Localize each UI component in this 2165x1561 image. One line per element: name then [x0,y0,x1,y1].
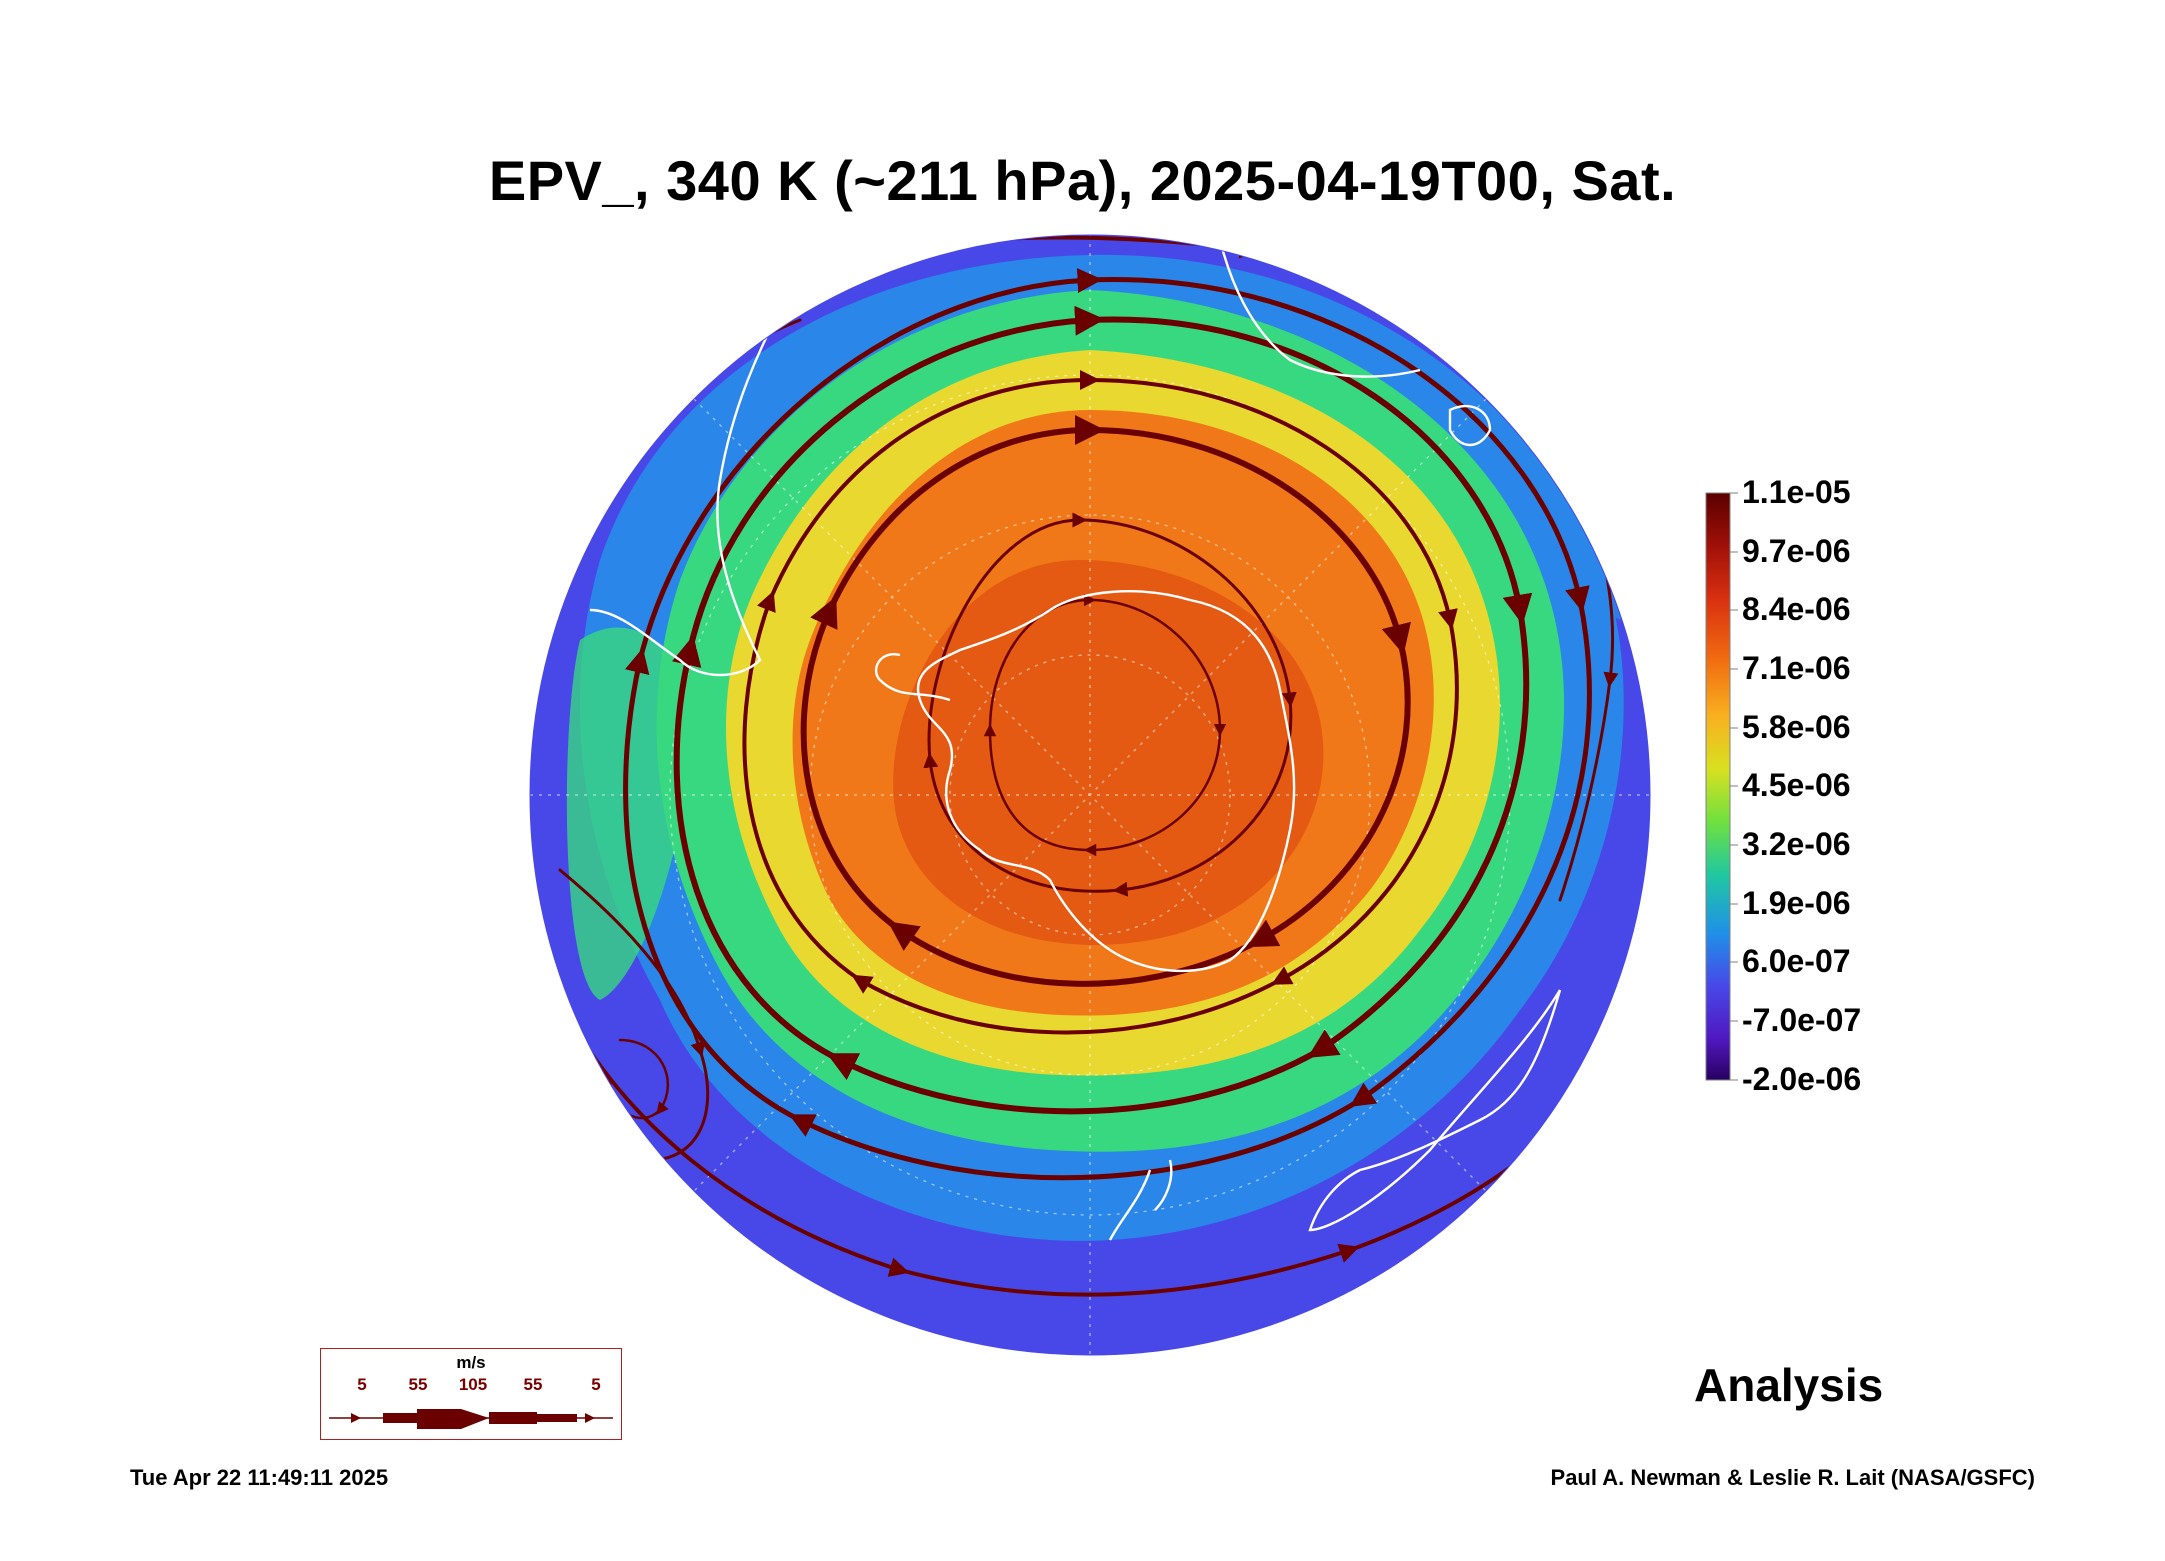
colorbar-label: -2.0e-06 [1742,1061,1862,1097]
legend-speed: 5 [357,1375,367,1394]
colorbar-label: 3.2e-06 [1742,826,1851,862]
streamline [626,277,1590,1181]
legend-speed: 105 [458,1375,488,1394]
colorbar-label: 6.0e-07 [1742,943,1851,979]
colorbar [1705,492,1731,1081]
colorbar-label: 4.5e-06 [1742,767,1851,803]
colorbar-label: 7.1e-06 [1742,650,1851,686]
wind-speed-legend: m/s 5 55 105 55 5 [320,1348,622,1440]
colorbar-ticks [1730,492,1738,1081]
analysis-label: Analysis [1694,1359,1884,1411]
australia-coast [1308,989,1562,1232]
field-blue-filament [1520,430,1626,620]
map-boundary [529,234,1651,1356]
colorbar-label: -7.0e-07 [1742,1002,1862,1038]
colorbar-label: 9.7e-06 [1742,533,1851,569]
plot-title: EPV_, 340 K (~211 hPa), 2025-04-19T00, S… [488,149,1677,212]
legend-streamline-widths [329,1409,613,1429]
legend-speed: 55 [523,1375,543,1394]
legend-speed: 55 [408,1375,428,1394]
antarctica-coast [916,590,1296,973]
footer-credit: Paul A. Newman & Leslie R. Lait (NASA/GS… [1550,1465,2035,1490]
south-america-coast [589,329,772,677]
new-zealand-coast [1108,1159,1173,1241]
colorbar-label: 5.8e-06 [1742,709,1851,745]
legend-speed: 5 [591,1375,601,1394]
madagascar-coast [1448,404,1492,447]
antarctic-peninsula-coast [874,653,951,702]
colorbar-label: 1.1e-05 [1742,474,1851,510]
africa-coast [1218,239,1421,378]
colorbar-label: 8.4e-06 [1742,591,1851,627]
legend-unit: m/s [456,1353,486,1372]
colorbar-label: 1.9e-06 [1742,885,1851,921]
footer-timestamp: Tue Apr 22 11:49:11 2025 [130,1465,389,1490]
coastlines [589,239,1562,1241]
